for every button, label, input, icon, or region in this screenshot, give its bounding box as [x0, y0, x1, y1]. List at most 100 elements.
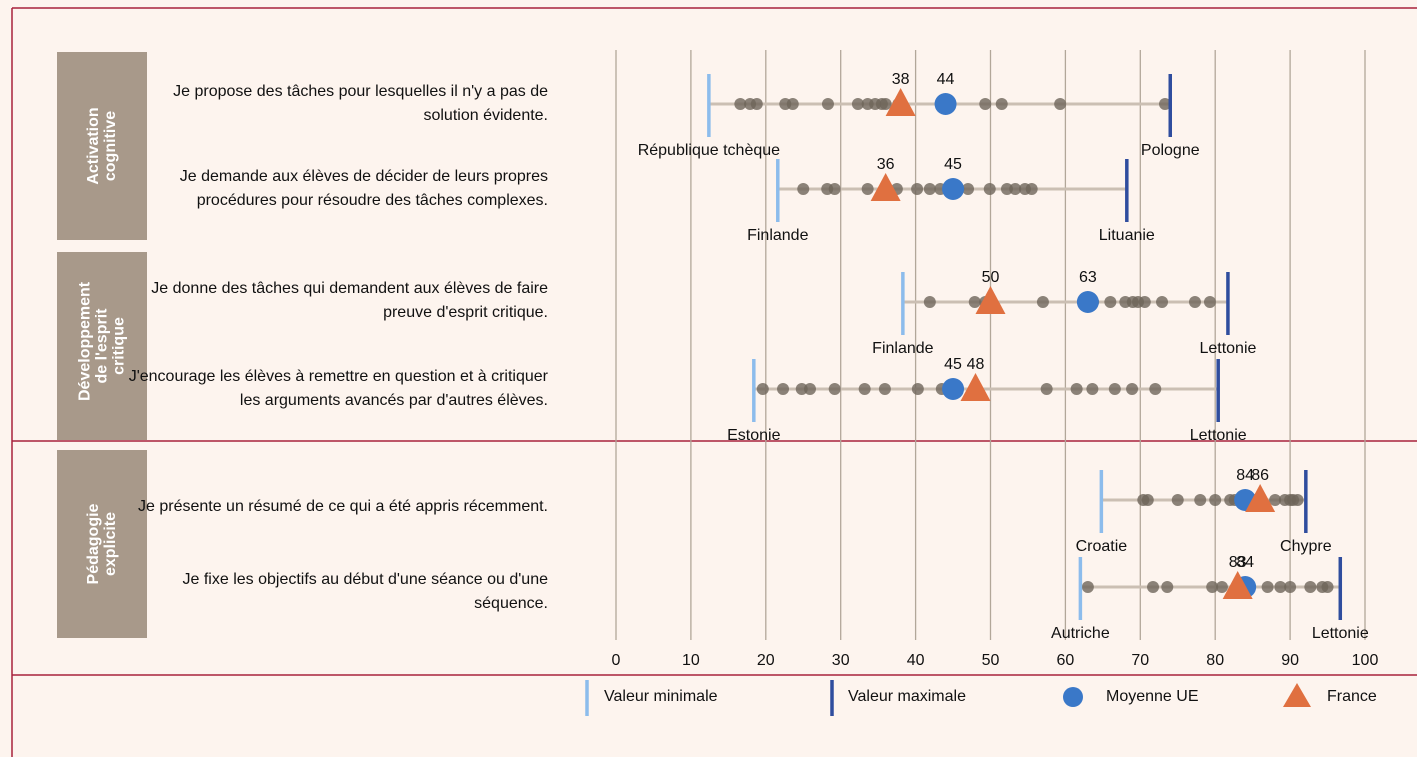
france-marker [1222, 571, 1253, 599]
france-marker [885, 88, 916, 116]
country-dot [797, 183, 810, 195]
min-label: Finlande [872, 340, 933, 357]
country-dot [786, 98, 799, 110]
country-dot [1304, 581, 1317, 593]
country-dot [1000, 183, 1013, 195]
country-dot [1156, 296, 1169, 308]
x-tick-label: 0 [612, 652, 621, 669]
legend-eu [1063, 687, 1083, 707]
eu-label: 45 [944, 156, 962, 173]
country-dot [1141, 494, 1154, 506]
france-label: 83 [1229, 554, 1247, 571]
country-dot [911, 183, 924, 195]
country-dot [1149, 383, 1162, 395]
group-label: Activation cognitive [85, 107, 119, 185]
min-label: Croatie [1076, 538, 1128, 555]
legend-label: Valeur maximale [848, 688, 966, 705]
country-dot [1171, 494, 1184, 506]
x-tick-label: 30 [832, 652, 850, 669]
country-dot [923, 296, 936, 308]
legend-label: Moyenne UE [1106, 688, 1199, 705]
country-dot [968, 296, 981, 308]
country-dot [795, 383, 808, 395]
max-label: Lettonie [1199, 340, 1256, 357]
country-dot [1188, 296, 1201, 308]
france-label: 38 [892, 71, 910, 88]
country-dot [828, 383, 841, 395]
max-label: Lituanie [1099, 227, 1155, 244]
country-dot [1261, 581, 1274, 593]
country-dot [1070, 383, 1083, 395]
legend-label: France [1327, 688, 1377, 705]
min-label: République tchèque [638, 142, 780, 159]
country-dot [1108, 383, 1121, 395]
country-dot [962, 183, 975, 195]
france-label: 86 [1251, 467, 1269, 484]
country-dot [1126, 383, 1139, 395]
country-dot [1040, 383, 1053, 395]
row-label: Je fixe les objectifs au début d'une séa… [182, 571, 548, 612]
eu-label: 84 [1236, 467, 1254, 484]
eu-mean [942, 178, 965, 200]
france-label: 36 [877, 156, 895, 173]
france-marker [960, 373, 991, 401]
country-dot [1269, 494, 1282, 506]
country-dot [1215, 581, 1228, 593]
eu-label: 45 [944, 356, 962, 373]
country-dot [1203, 296, 1216, 308]
country-dot [1036, 296, 1049, 308]
country-dot [979, 98, 992, 110]
min-label: Finlande [747, 227, 808, 244]
country-dot [756, 383, 769, 395]
country-dot [750, 98, 763, 110]
legend-france [1283, 683, 1311, 707]
country-dot [1194, 494, 1207, 506]
group-box: Activation cognitive [57, 52, 147, 240]
max-label: Chypre [1280, 538, 1332, 555]
country-dot [1138, 296, 1151, 308]
eu-mean [942, 378, 965, 400]
max-label: Lettonie [1190, 427, 1247, 444]
country-dot [1284, 581, 1297, 593]
eu-label: 63 [1079, 269, 1097, 286]
country-dot [777, 383, 790, 395]
eu-mean [934, 93, 957, 115]
eu-label: 84 [1236, 554, 1254, 571]
country-dot [995, 98, 1008, 110]
france-label: 50 [982, 269, 1000, 286]
x-tick-label: 100 [1352, 652, 1379, 669]
country-dot [1159, 98, 1172, 110]
country-dot [851, 98, 864, 110]
min-label: Estonie [727, 427, 780, 444]
country-dot [1009, 183, 1022, 195]
country-dot [858, 383, 871, 395]
country-dot [1274, 581, 1287, 593]
row-label: Je demande aux élèves de décider de leur… [179, 168, 548, 209]
country-dot [1104, 296, 1117, 308]
country-dot [1025, 183, 1038, 195]
country-dot [821, 98, 834, 110]
france-marker [975, 286, 1006, 314]
x-tick-label: 10 [682, 652, 700, 669]
x-tick-label: 20 [757, 652, 775, 669]
row-label: J'encourage les élèves à remettre en que… [128, 368, 548, 409]
country-dot [1321, 581, 1334, 593]
france-marker [1245, 484, 1276, 512]
country-dot [1054, 98, 1067, 110]
row-label: Je donne des tâches qui demandent aux él… [151, 280, 548, 321]
x-tick-label: 50 [982, 652, 1000, 669]
group-box: Pédagogie explicite [57, 450, 147, 638]
country-dot [911, 383, 924, 395]
group-box: Développement de l'esprit critique [57, 252, 147, 440]
country-dot [803, 383, 816, 395]
row-label: Je propose des tâches pour lesquelles il… [173, 83, 548, 124]
row-label: Je présente un résumé de ce qui a été ap… [138, 498, 548, 515]
france-label: 48 [967, 356, 985, 373]
country-dot [1081, 581, 1094, 593]
legend-label: Valeur minimale [604, 688, 718, 705]
country-dot [1147, 581, 1160, 593]
country-dot [878, 383, 891, 395]
country-dot [1291, 494, 1304, 506]
